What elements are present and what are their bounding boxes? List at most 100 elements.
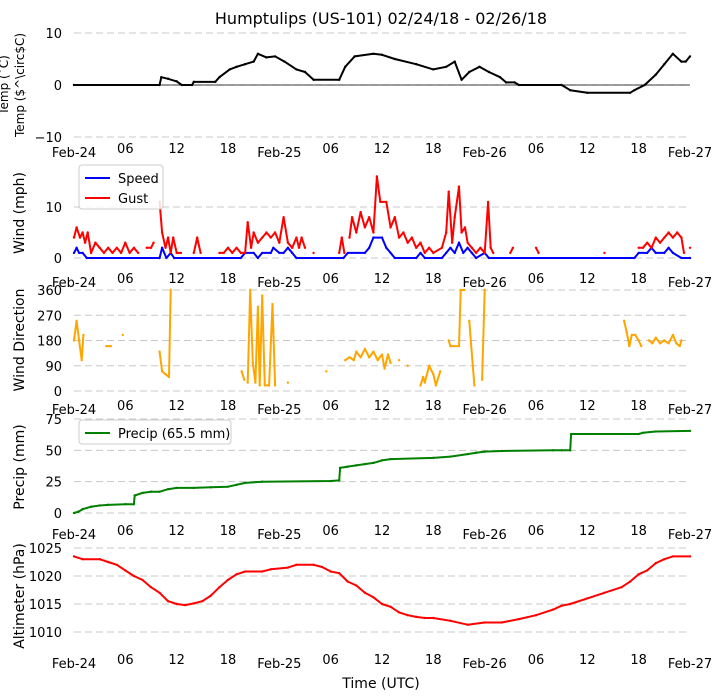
data-point bbox=[295, 68, 298, 71]
data-point bbox=[380, 53, 384, 57]
data-point bbox=[160, 246, 164, 249]
x-tick-label: 12 bbox=[579, 524, 596, 539]
data-point bbox=[254, 381, 257, 384]
data-point bbox=[474, 256, 478, 260]
data-point bbox=[680, 339, 683, 342]
data-point bbox=[261, 251, 264, 255]
data-point bbox=[569, 449, 572, 452]
data-point bbox=[483, 288, 486, 292]
data-point bbox=[243, 570, 247, 573]
data-point bbox=[199, 251, 202, 255]
x-tick-label: Feb-25 bbox=[257, 276, 301, 291]
x-tick-label: 06 bbox=[117, 653, 134, 668]
data-point bbox=[440, 246, 444, 249]
data-point bbox=[397, 358, 401, 362]
data-point bbox=[389, 457, 392, 461]
data-point bbox=[517, 83, 521, 87]
data-point bbox=[483, 251, 486, 255]
data-point bbox=[434, 384, 438, 387]
y-tick-label: 180 bbox=[37, 335, 62, 350]
data-point bbox=[633, 89, 636, 92]
data-point bbox=[329, 479, 332, 483]
data-point bbox=[72, 83, 76, 87]
data-point bbox=[252, 231, 255, 234]
data-point bbox=[75, 319, 78, 323]
data-point bbox=[628, 344, 631, 348]
data-point bbox=[603, 251, 606, 255]
data-point bbox=[447, 339, 450, 342]
x-tick-label: Feb-25 bbox=[257, 657, 301, 672]
x-tick-label: 12 bbox=[374, 142, 391, 157]
data-point bbox=[235, 246, 238, 249]
data-point bbox=[466, 241, 469, 244]
data-point bbox=[256, 241, 260, 244]
data-point bbox=[344, 65, 347, 69]
data-point bbox=[80, 358, 83, 362]
data-point bbox=[192, 80, 195, 84]
data-point bbox=[569, 432, 573, 436]
data-point bbox=[81, 251, 84, 255]
data-point bbox=[406, 364, 409, 367]
data-point bbox=[83, 241, 87, 244]
x-tick-label: 06 bbox=[117, 399, 134, 414]
data-point bbox=[346, 465, 349, 468]
data-point bbox=[235, 483, 238, 486]
data-point bbox=[124, 569, 127, 572]
data-point bbox=[346, 580, 349, 583]
y-tick-label: 1020 bbox=[29, 570, 62, 585]
data-point bbox=[375, 175, 379, 178]
data-point bbox=[261, 570, 264, 573]
data-point bbox=[300, 236, 303, 239]
data-point bbox=[272, 246, 275, 249]
data-point bbox=[680, 256, 683, 260]
data-point bbox=[75, 246, 78, 249]
data-point bbox=[355, 350, 358, 353]
data-point bbox=[192, 251, 195, 255]
x-tick-label: Feb-26 bbox=[463, 528, 507, 543]
data-point bbox=[132, 574, 136, 578]
data-point bbox=[286, 246, 290, 249]
x-tick-label: 06 bbox=[528, 142, 545, 157]
x-tick-label: 06 bbox=[117, 142, 134, 157]
data-point bbox=[473, 384, 476, 387]
data-point bbox=[427, 246, 431, 249]
data-point bbox=[145, 246, 148, 249]
y-tick-label: 10 bbox=[45, 201, 62, 216]
data-point bbox=[295, 563, 298, 566]
y-tick-label: 1025 bbox=[29, 542, 62, 557]
data-point bbox=[172, 256, 176, 260]
data-point bbox=[654, 561, 657, 565]
data-point bbox=[166, 236, 170, 239]
data-point bbox=[286, 566, 290, 569]
data-point bbox=[243, 62, 247, 66]
data-point bbox=[124, 241, 127, 244]
data-point bbox=[483, 621, 486, 624]
data-point bbox=[235, 65, 238, 69]
data-point bbox=[372, 461, 375, 465]
x-tick-label: 12 bbox=[168, 653, 185, 668]
data-point bbox=[72, 251, 76, 255]
data-point bbox=[353, 55, 356, 58]
data-point bbox=[132, 503, 136, 506]
data-point bbox=[175, 486, 178, 490]
data-point bbox=[462, 251, 465, 255]
data-point bbox=[457, 185, 461, 188]
data-point bbox=[169, 251, 172, 255]
data-point bbox=[511, 246, 515, 249]
data-point bbox=[286, 381, 290, 384]
data-point bbox=[196, 236, 199, 239]
x-tick-label: 06 bbox=[322, 524, 339, 539]
data-point bbox=[312, 78, 315, 82]
data-point bbox=[432, 372, 435, 376]
data-point bbox=[256, 256, 260, 260]
data-point bbox=[460, 78, 463, 82]
x-tick-label: 06 bbox=[528, 524, 545, 539]
data-point bbox=[338, 466, 342, 470]
data-point bbox=[393, 256, 397, 260]
data-point bbox=[102, 251, 106, 255]
data-point bbox=[166, 77, 170, 80]
data-point bbox=[637, 573, 640, 576]
data-point bbox=[637, 339, 640, 342]
data-point bbox=[389, 361, 392, 365]
data-point bbox=[517, 617, 521, 621]
